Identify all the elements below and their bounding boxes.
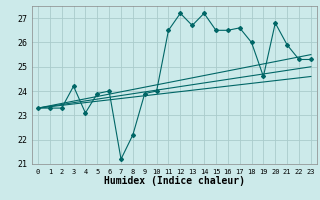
X-axis label: Humidex (Indice chaleur): Humidex (Indice chaleur): [104, 176, 245, 186]
